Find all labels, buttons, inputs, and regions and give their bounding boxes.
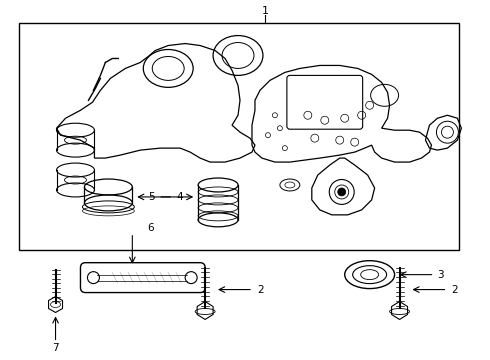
Text: 7: 7 <box>52 343 59 354</box>
Text: 1: 1 <box>262 6 269 15</box>
Circle shape <box>338 188 346 196</box>
Text: 4: 4 <box>176 192 183 202</box>
Text: 5: 5 <box>148 192 155 202</box>
Text: 2: 2 <box>451 284 458 294</box>
Text: 3: 3 <box>438 270 444 280</box>
Text: 2: 2 <box>257 284 264 294</box>
Text: 6: 6 <box>147 223 154 233</box>
Bar <box>19 23 460 250</box>
